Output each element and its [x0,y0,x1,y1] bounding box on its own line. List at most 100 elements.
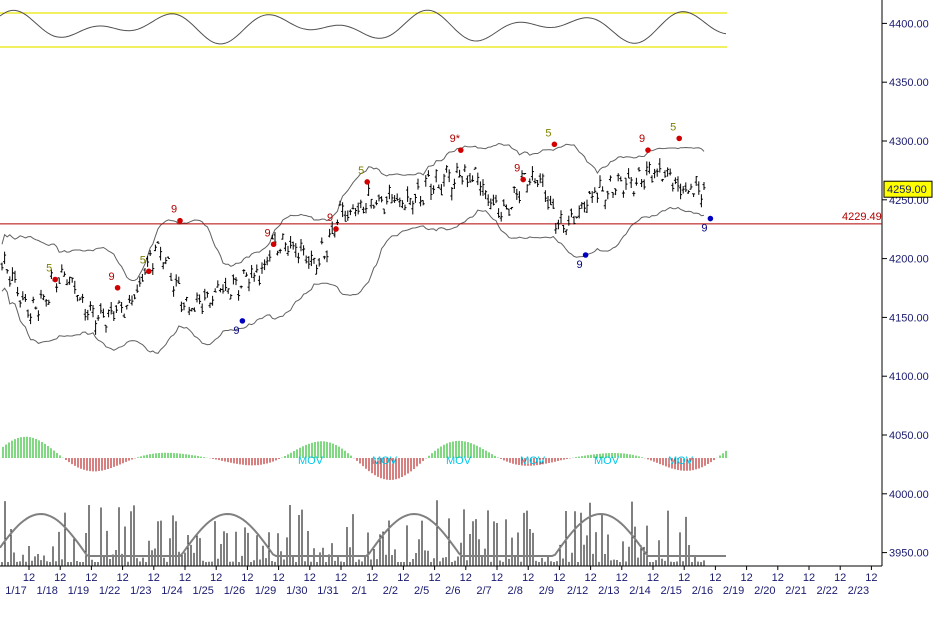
level-line-label: 4229.49 [842,211,882,223]
last-price-box [883,180,933,198]
y-tick-label: 4250.00 [889,195,929,207]
signal-label: 9 [233,325,239,337]
x-hour-label: 12 [272,572,284,584]
upper-band [1,142,705,282]
signal-dot [146,268,152,275]
x-date-label: 2/1 [352,585,367,597]
x-hour-label: 12 [772,572,784,584]
x-hour-label: 12 [553,572,565,584]
x-hour-label: 12 [709,572,721,584]
signal-label: 9 [701,223,707,235]
signal-label: 9 [265,227,271,239]
signal-dot [270,241,277,248]
y-tick-label: 4050.00 [889,430,929,442]
signal-label: 9 [577,259,583,271]
volume-average-line [0,512,726,557]
signal-label: 5 [140,254,146,266]
x-date-label: 2/14 [629,585,650,597]
x-hour-label: 12 [335,572,347,584]
oscillator-line [0,9,727,45]
x-hour-label: 12 [616,572,628,584]
price-bars [0,158,706,335]
x-hour-label: 12 [647,572,659,584]
x-date-label: 1/30 [286,585,307,597]
mov-label: MOV [298,455,324,467]
signal-label: 9* [450,133,461,145]
y-tick-label: 3950.00 [889,548,929,560]
signal-label: 5 [46,263,52,275]
x-hour-label: 12 [179,572,191,584]
x-hour-label: 12 [834,572,846,584]
x-date-label: 2/9 [539,585,554,597]
x-date-label: 1/24 [161,585,182,597]
x-date-label: 1/31 [317,585,338,597]
y-tick-label: 4150.00 [889,312,929,324]
signal-label: 5 [670,121,676,133]
x-date-label: 2/15 [660,585,681,597]
x-hour-label: 12 [85,572,97,584]
histogram [2,436,727,480]
mov-label: MOV [668,455,694,467]
x-date-label: 1/19 [68,585,89,597]
x-date-label: 2/13 [598,585,619,597]
y-tick-label: 4100.00 [889,371,929,383]
x-hour-label: 12 [584,572,596,584]
x-hour-label: 12 [210,572,222,584]
x-date-label: 2/8 [508,585,523,597]
x-hour-label: 12 [678,572,690,584]
y-tick-label: 4200.00 [889,254,929,266]
y-tick-label: 4300.00 [889,136,929,148]
signal-dot [52,276,58,283]
mov-label: MOV [520,455,546,467]
lower-band [1,206,705,354]
x-date-label: 2/5 [414,585,429,597]
x-date-label: 1/23 [130,585,151,597]
x-date-label: 2/6 [445,585,460,597]
x-date-label: 2/21 [785,585,806,597]
mov-label: MOV [594,455,620,467]
lower-band-line [1,206,705,354]
x-date-label: 2/2 [383,585,398,597]
x-date-label: 2/20 [754,585,775,597]
signal-dot [177,217,183,224]
x-date-label: 1/26 [224,585,245,597]
signal-label: 9 [514,163,520,175]
x-hour-label: 12 [803,572,815,584]
signal-label: 9 [327,212,333,224]
signal-label: 9 [171,204,177,216]
x-date-label: 1/22 [99,585,120,597]
signal-label: 9 [639,133,645,145]
signal-dot [707,215,714,222]
x-hour-label: 12 [397,572,409,584]
x-date-label: 1/29 [255,585,276,597]
signal-label: 5 [358,165,364,177]
signal-dot [364,179,371,185]
x-hour-label: 12 [54,572,66,584]
y-tick-label: 4350.00 [889,77,929,89]
x-hour-label: 12 [428,572,440,584]
signal-label: 9 [109,271,115,283]
signal-dot [114,284,121,291]
signal-dot [645,147,651,153]
y-tick-label: 4400.00 [889,18,929,30]
x-date-label: 2/23 [848,585,869,597]
last-price-label: 4259.00 [887,184,927,196]
x-hour-label: 12 [23,572,35,584]
signal-dot [676,135,682,142]
x-date-label: 2/7 [476,585,491,597]
x-hour-label: 12 [148,572,160,584]
signal-dot [520,176,526,183]
x-hour-label: 12 [304,572,316,584]
signal-dot [239,318,246,324]
signal-dot [551,141,558,148]
signal-dot [582,252,589,258]
x-date-label: 2/22 [816,585,837,597]
x-date-label: 2/12 [567,585,588,597]
x-hour-label: 12 [116,572,128,584]
x-hour-label: 12 [491,572,503,584]
x-hour-label: 12 [865,572,877,584]
signal-dot [333,226,339,232]
x-date-label: 2/19 [723,585,744,597]
mov-label: MOV [446,455,472,467]
